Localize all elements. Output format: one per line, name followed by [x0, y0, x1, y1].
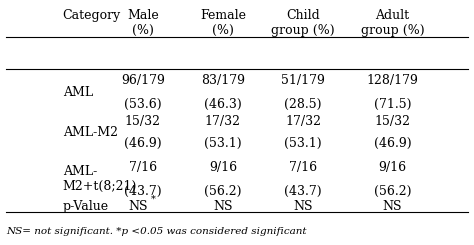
Text: (46.9): (46.9) [124, 137, 162, 150]
Text: p-Value: p-Value [63, 200, 109, 213]
Text: 7/16: 7/16 [289, 161, 317, 174]
Text: 15/32: 15/32 [374, 115, 410, 128]
Text: Female
(%): Female (%) [200, 9, 246, 37]
Text: *: * [151, 194, 155, 203]
Text: Category: Category [63, 9, 121, 22]
Text: 17/32: 17/32 [205, 115, 241, 128]
Text: 83/179: 83/179 [201, 74, 245, 87]
Text: (53.6): (53.6) [124, 98, 162, 111]
Text: AML-M2: AML-M2 [63, 126, 118, 139]
Text: 51/179: 51/179 [281, 74, 325, 87]
Text: NS: NS [383, 200, 402, 213]
Text: 17/32: 17/32 [285, 115, 321, 128]
Text: (46.3): (46.3) [204, 98, 242, 111]
Text: AML-
M2+t(8;21): AML- M2+t(8;21) [63, 165, 137, 193]
Text: 96/179: 96/179 [121, 74, 164, 87]
Text: NS: NS [293, 200, 313, 213]
Text: Adult
group (%): Adult group (%) [361, 9, 424, 37]
Text: (56.2): (56.2) [204, 185, 242, 198]
Text: (43.7): (43.7) [284, 185, 322, 198]
Text: (43.7): (43.7) [124, 185, 162, 198]
Text: 9/16: 9/16 [378, 161, 407, 174]
Text: (71.5): (71.5) [374, 98, 411, 111]
Text: 128/179: 128/179 [366, 74, 419, 87]
Text: 9/16: 9/16 [209, 161, 237, 174]
Text: (53.1): (53.1) [204, 137, 242, 150]
Text: (53.1): (53.1) [284, 137, 322, 150]
Text: 7/16: 7/16 [129, 161, 157, 174]
Text: NS= not significant. *p <0.05 was considered significant: NS= not significant. *p <0.05 was consid… [6, 227, 307, 236]
Text: 15/32: 15/32 [125, 115, 161, 128]
Text: (56.2): (56.2) [374, 185, 411, 198]
Text: Male
(%): Male (%) [127, 9, 159, 37]
Text: (46.9): (46.9) [374, 137, 411, 150]
Text: (28.5): (28.5) [284, 98, 322, 111]
Text: Child
group (%): Child group (%) [271, 9, 335, 37]
Text: NS: NS [128, 200, 148, 213]
Text: NS: NS [213, 200, 233, 213]
Text: AML: AML [63, 86, 93, 99]
